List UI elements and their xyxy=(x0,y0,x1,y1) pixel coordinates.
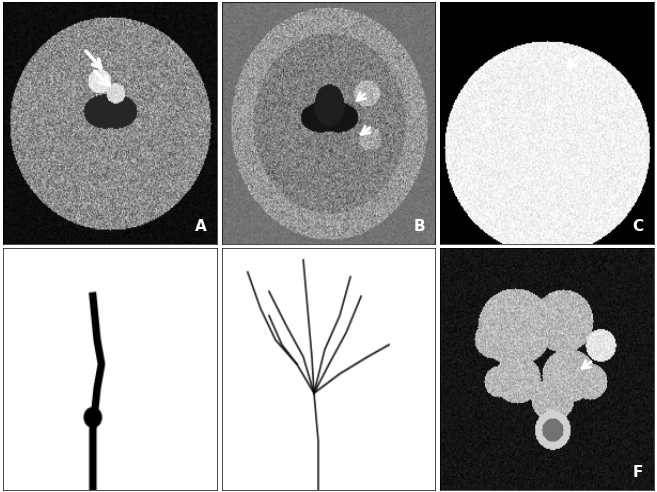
Text: D: D xyxy=(194,465,206,480)
Text: C: C xyxy=(632,219,643,234)
Text: E: E xyxy=(415,465,425,480)
Text: F: F xyxy=(633,465,643,480)
Text: A: A xyxy=(194,219,206,234)
Text: B: B xyxy=(413,219,425,234)
